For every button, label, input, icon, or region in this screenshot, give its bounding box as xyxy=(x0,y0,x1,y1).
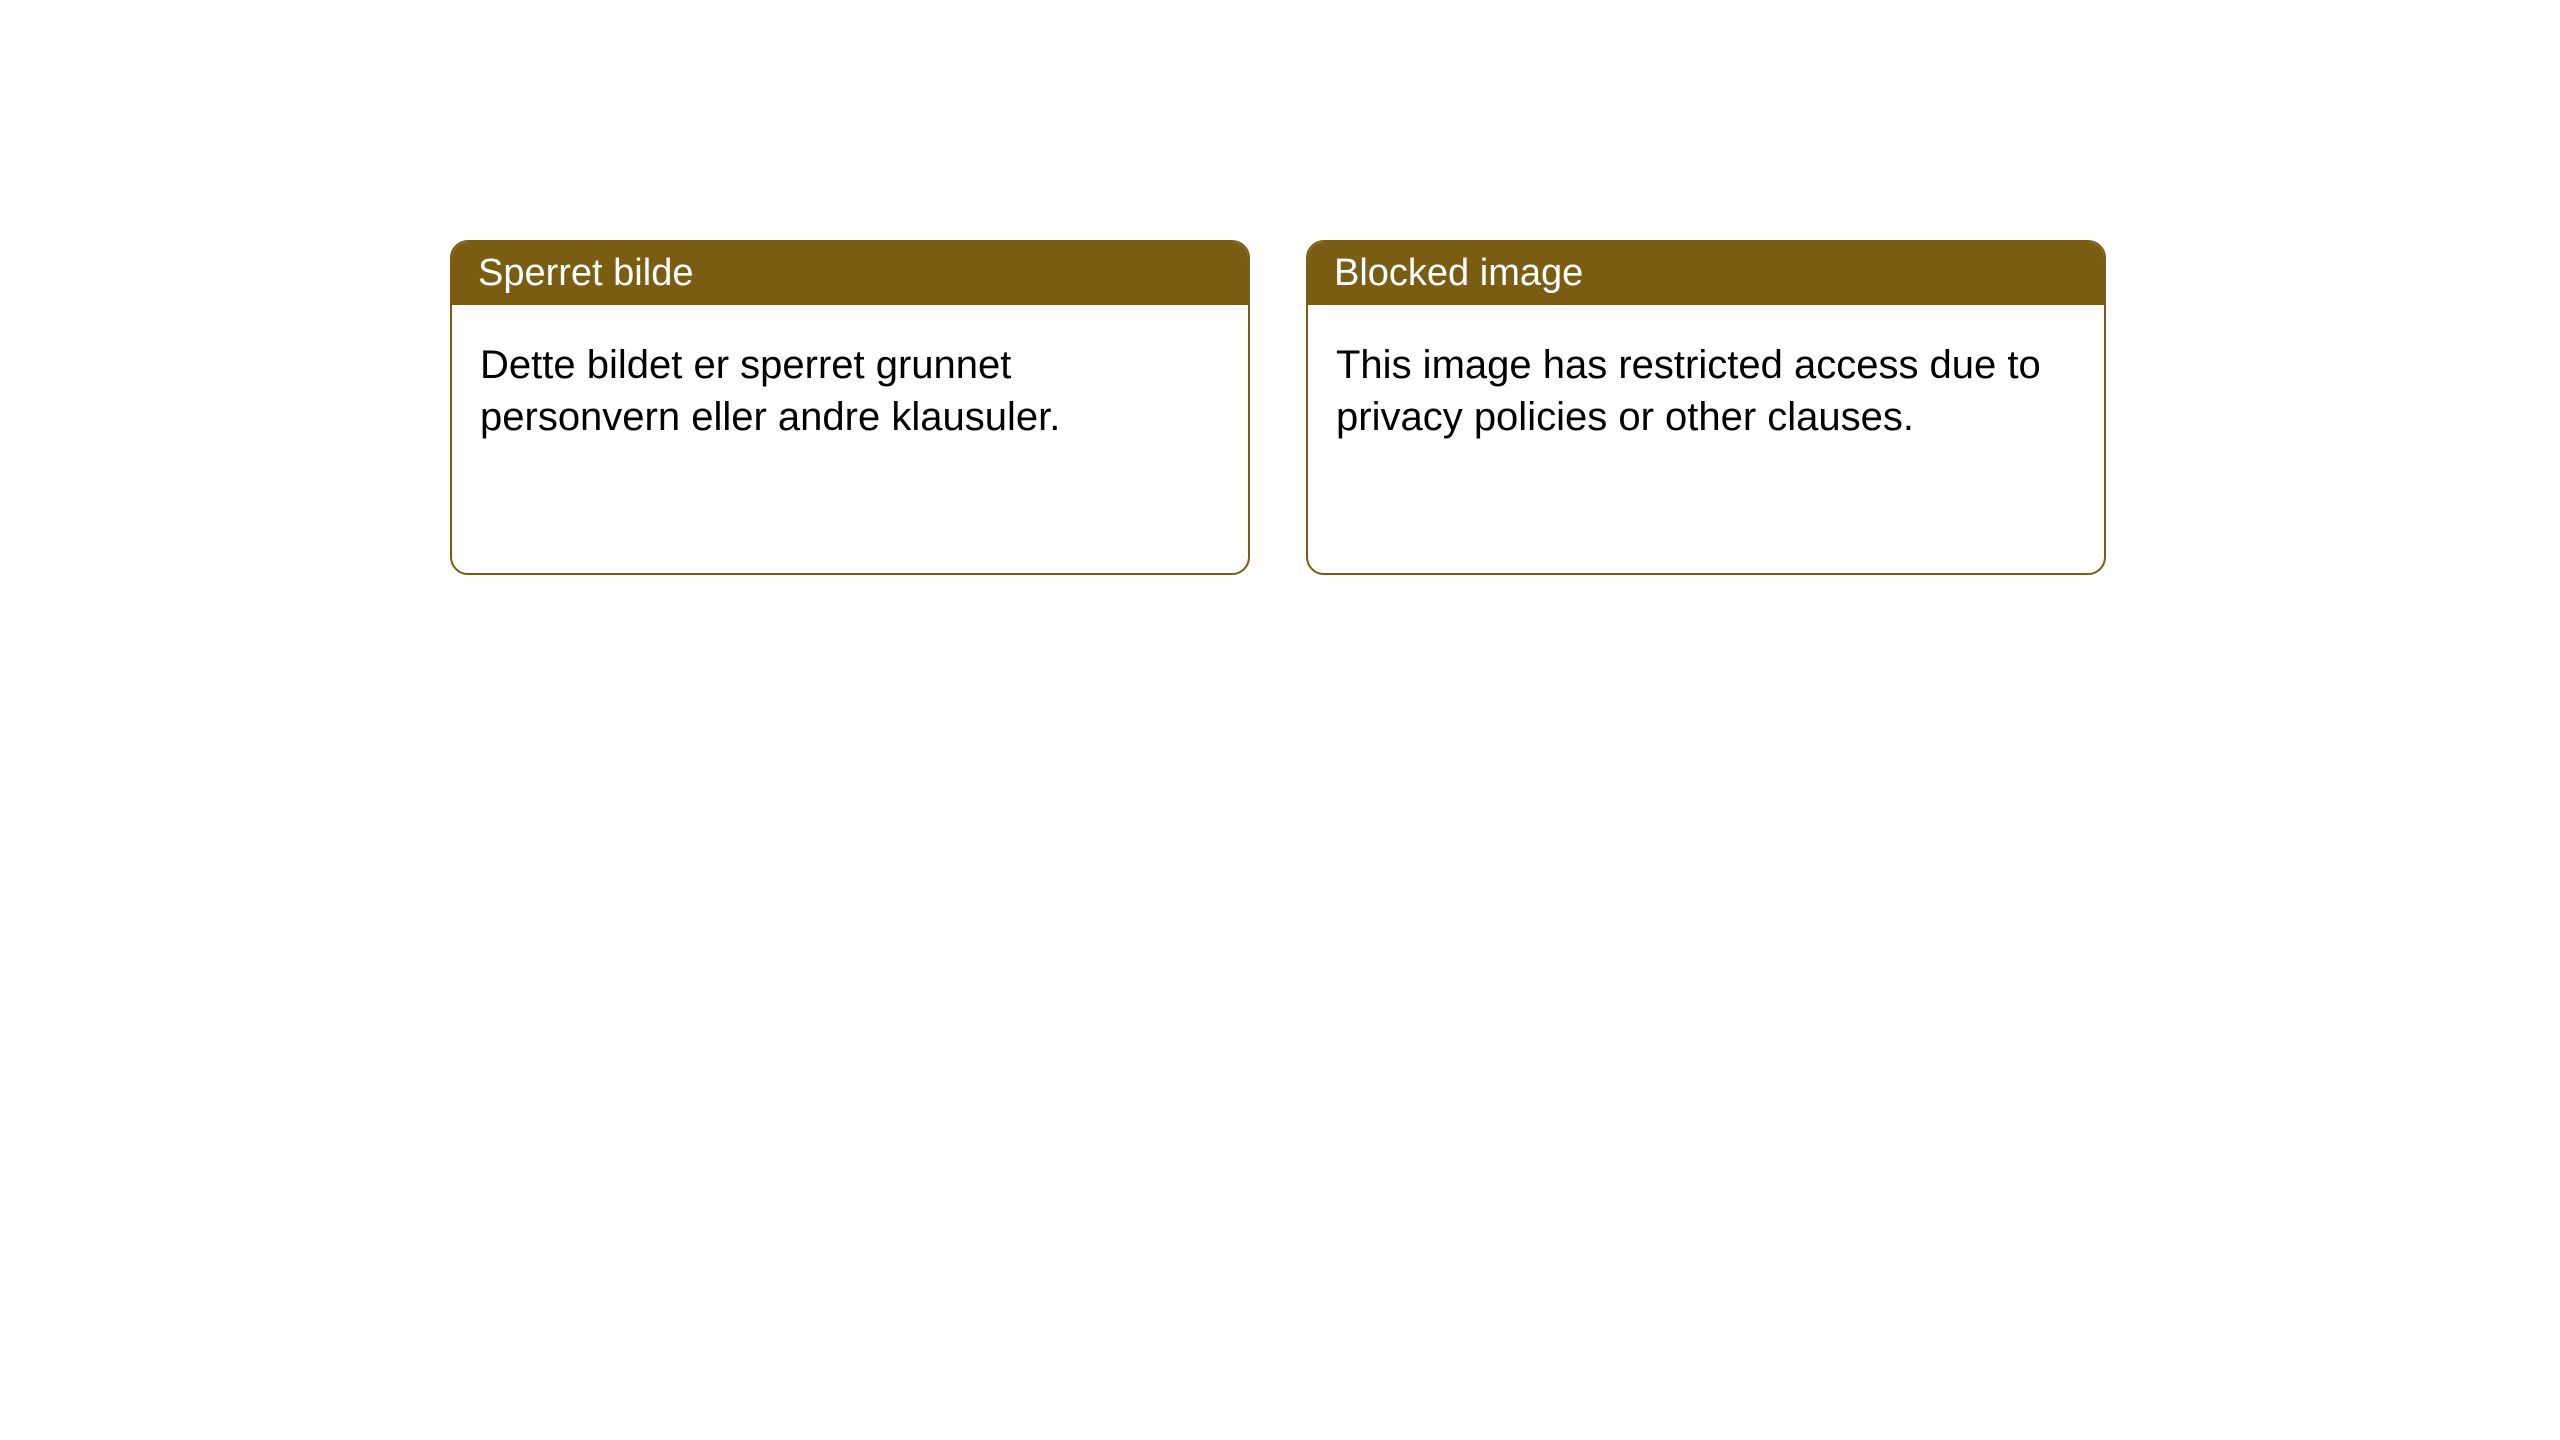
notice-card-title: Blocked image xyxy=(1334,252,1583,294)
notice-card-no: Sperret bilde Dette bildet er sperret gr… xyxy=(450,240,1250,575)
notice-card-header: Sperret bilde xyxy=(452,242,1248,305)
notice-card-en: Blocked image This image has restricted … xyxy=(1306,240,2106,575)
notice-card-body: This image has restricted access due to … xyxy=(1308,305,2104,477)
notice-card-text: Dette bildet er sperret grunnet personve… xyxy=(480,343,1060,439)
notice-cards-container: Sperret bilde Dette bildet er sperret gr… xyxy=(0,0,2560,575)
notice-card-body: Dette bildet er sperret grunnet personve… xyxy=(452,305,1248,477)
notice-card-header: Blocked image xyxy=(1308,242,2104,305)
notice-card-title: Sperret bilde xyxy=(478,252,693,294)
notice-card-text: This image has restricted access due to … xyxy=(1336,343,2041,439)
